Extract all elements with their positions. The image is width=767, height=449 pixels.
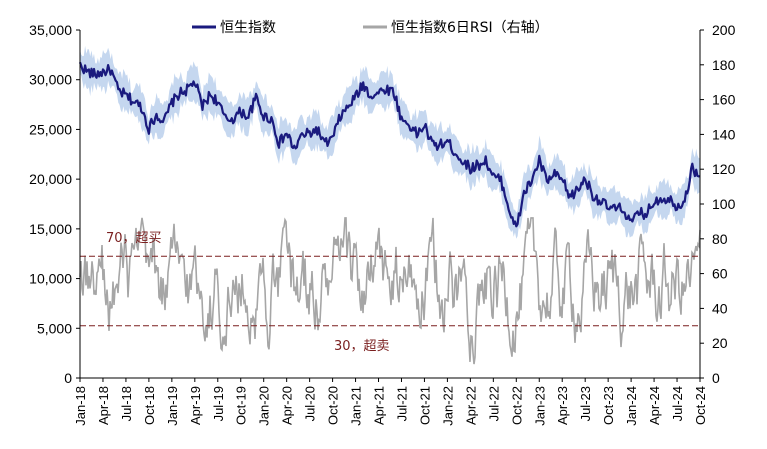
rsi-line [79, 217, 701, 365]
hsi-series [78, 61, 701, 228]
right-tick-label: 0 [712, 370, 720, 386]
right-tick-label: 80 [712, 231, 728, 247]
x-tick-label: Jan-20 [257, 386, 272, 426]
x-tick-label: Apr-20 [280, 386, 295, 425]
right-tick-label: 40 [712, 300, 728, 316]
x-tick-label: Jul-18 [119, 386, 134, 421]
x-tick-label: Jul-22 [486, 386, 501, 421]
reference-lines: 70，超买 30，超卖 [80, 231, 700, 354]
x-tick-label: Apr-21 [372, 386, 387, 425]
x-tick-label: Apr-22 [463, 386, 478, 425]
right-tick-label: 60 [712, 266, 728, 282]
left-tick-label: 20,000 [29, 171, 72, 187]
x-tick-label: Jan-23 [532, 386, 547, 426]
legend-label-hsi: 恒生指数 [220, 20, 276, 36]
x-tick-label: Jan-18 [73, 386, 88, 426]
left-tick-label: 30,000 [29, 72, 72, 88]
left-tick-label: 35,000 [29, 22, 72, 38]
x-tick-label: Oct-19 [234, 386, 249, 425]
x-tick-label: Oct-22 [509, 386, 524, 425]
x-tick-label: Apr-23 [555, 386, 570, 425]
legend-label-rsi: 恒生指数6日RSI（右轴） [391, 20, 549, 36]
axes: 0 5,000 10,000 15,000 20,000 25,000 30,000 35,0… [29, 22, 735, 426]
x-tick-label: Oct-23 [601, 386, 616, 425]
x-tick-label: Jul-19 [211, 386, 226, 421]
price-band-area [80, 45, 700, 239]
right-tick-label: 140 [712, 126, 736, 142]
left-tick-label: 0 [64, 370, 72, 386]
oversold-label: 30，超卖 [334, 339, 390, 354]
x-tick-label: Apr-19 [188, 386, 203, 425]
x-tick-label: Jul-21 [395, 386, 410, 421]
x-tick-label: Jan-19 [165, 386, 180, 426]
x-tick-label: Jul-23 [578, 386, 593, 421]
left-tick-label: 5,000 [37, 320, 72, 336]
x-tick-label: Apr-18 [96, 386, 111, 425]
legend: 恒生指数 恒生指数6日RSI（右轴） [192, 20, 549, 36]
price-band [80, 45, 700, 239]
left-tick-label: 10,000 [29, 271, 72, 287]
hsi-line [78, 61, 701, 228]
overbought-label: 70，超买 [106, 231, 162, 246]
rsi-series [79, 217, 701, 365]
x-tick-label: Jul-24 [670, 386, 685, 421]
left-tick-label: 15,000 [29, 221, 72, 237]
right-tick-label: 180 [712, 57, 736, 73]
x-tick-label: Jan-21 [349, 386, 364, 426]
x-tick-label: Oct-20 [326, 386, 341, 425]
left-tick-label: 25,000 [29, 121, 72, 137]
x-tick-label: Oct-21 [417, 386, 432, 425]
right-tick-label: 20 [712, 335, 728, 351]
x-tick-label: Oct-18 [142, 386, 157, 425]
x-tick-label: Jan-22 [440, 386, 455, 426]
right-tick-label: 100 [712, 196, 736, 212]
x-tick-label: Oct-24 [693, 386, 708, 425]
right-tick-label: 120 [712, 161, 736, 177]
x-tick-label: Jan-24 [624, 386, 639, 426]
right-tick-label: 200 [712, 22, 736, 38]
x-tick-label: Jul-20 [303, 386, 318, 421]
x-tick-label: Apr-24 [647, 386, 662, 425]
right-tick-label: 160 [712, 92, 736, 108]
